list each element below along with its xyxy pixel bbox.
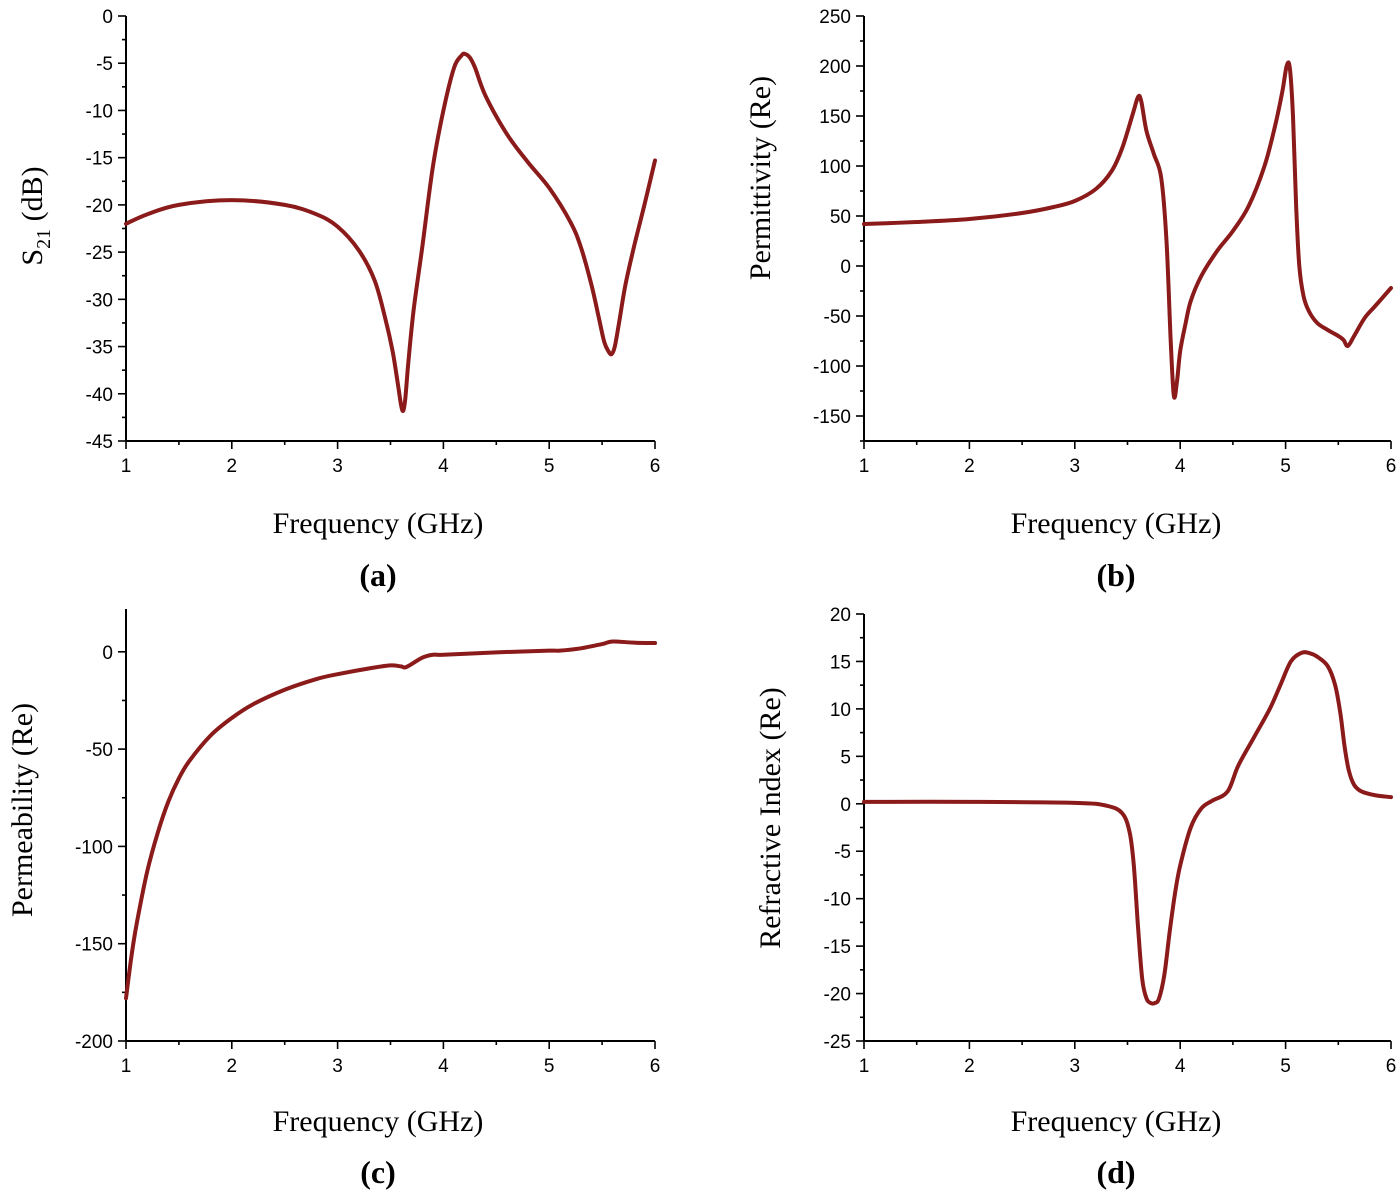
panel-b-y-tick-label: -150 (813, 407, 851, 428)
panel-a-y-tick-label: -5 (96, 54, 113, 75)
panel-a-y-tick-label: 0 (102, 7, 113, 28)
panel-a-x-tick-label: 3 (332, 456, 343, 477)
panel-b-plot: 1 2 3 4 5 6 250 200 150 100 50 0 -50 -100 -150 (813, 7, 1396, 477)
panel-c-x-tick-label: 6 (650, 1056, 661, 1077)
panel-a-x-tick-label: 2 (227, 456, 238, 477)
panel-d-label: (d) (1096, 1154, 1135, 1190)
panel-d-x-tick-label: 6 (1386, 1056, 1397, 1077)
panel-b-x-tick-label: 3 (1070, 456, 1081, 477)
panel-c-y-tick-label: -150 (75, 935, 113, 956)
panel-a-y-axis-title: S21 (dB) (16, 166, 55, 265)
panel-d-x-tick-label: 2 (964, 1056, 975, 1077)
panel-c: 1 2 3 4 5 6 0 -50 -100 -150 -200 Frequency (GHz) P… (6, 609, 660, 1190)
panel-b-x-axis-title: Frequency (GHz) (1011, 507, 1222, 540)
panel-a-x-tick-label: 4 (438, 456, 449, 477)
panel-a-label: (a) (359, 557, 396, 593)
panel-d-plot: 1 2 3 4 5 6 20 15 10 5 0 -5 -10 -15 -20 -25 (824, 605, 1397, 1077)
panel-c-y-tick-label: -100 (75, 837, 113, 858)
panel-a-series-line (124, 51, 657, 414)
panel-a-y-tick-label: -25 (86, 243, 113, 264)
panel-c-x-tick-label: 1 (121, 1056, 132, 1077)
panel-c-x-axis-title: Frequency (GHz) (273, 1105, 484, 1138)
panel-d-x-tick-label: 5 (1280, 1056, 1291, 1077)
panel-a-y-tick-label: -10 (86, 101, 113, 122)
panel-d-y-tick-label: 5 (840, 747, 851, 768)
panel-d-y-axis-title: Refractive Index (Re) (754, 687, 787, 949)
panel-a-y-tick-label: -35 (86, 338, 113, 359)
panel-a-y-tick-label: -30 (86, 290, 113, 311)
panel-c-x-tick-label: 4 (438, 1056, 449, 1077)
panel-b-y-tick-label: 200 (819, 57, 851, 78)
panel-b-y-tick-label: 0 (840, 257, 851, 278)
panel-b-y-tick-label: 100 (819, 157, 851, 178)
panel-c-plot: 1 2 3 4 5 6 0 -50 -100 -150 -200 (75, 609, 660, 1077)
panel-d-y-tick-label: -20 (824, 985, 851, 1006)
panel-d-x-tick-label: 4 (1175, 1056, 1186, 1077)
panel-b-x-tick-label: 1 (859, 456, 870, 477)
panel-b-y-tick-label: 50 (830, 207, 851, 228)
panel-b-y-tick-label: -50 (824, 307, 851, 328)
panel-d: 1 2 3 4 5 6 20 15 10 5 0 -5 -10 -15 -20 -25 Frequency (… (754, 605, 1396, 1190)
panel-d-y-tick-label: 20 (830, 605, 851, 626)
panel-a-x-axis-title: Frequency (GHz) (273, 507, 484, 540)
panel-d-y-tick-label: 0 (840, 795, 851, 816)
panel-a-y-axis-title-main: S (16, 249, 49, 266)
panel-c-x-tick-label: 2 (227, 1056, 238, 1077)
panel-a-y-axis-title-unit: (dB) (16, 166, 49, 229)
panel-a-y-tick-label: -15 (86, 149, 113, 170)
panel-a-y-tick-label: -45 (86, 432, 113, 453)
panel-b-y-axis-title: Permittivity (Re) (744, 76, 777, 280)
panel-d-y-tick-label: -5 (834, 842, 851, 863)
panel-d-y-tick-label: 15 (830, 652, 851, 673)
panel-a-x-tick-label: 5 (544, 456, 555, 477)
panel-b-x-tick-label: 2 (964, 456, 975, 477)
panel-c-y-tick-label: -50 (86, 740, 113, 761)
panel-d-y-tick-label: -10 (824, 890, 851, 911)
panel-d-y-tick-label: 10 (830, 700, 851, 721)
panel-d-y-tick-label: -15 (824, 937, 851, 958)
panel-b-x-tick-label: 6 (1386, 456, 1397, 477)
panel-b-label: (b) (1096, 557, 1135, 593)
panel-a-y-axis-title-subscript: 21 (33, 229, 55, 249)
panel-b-y-tick-label: -100 (813, 357, 851, 378)
panel-b-series-line (862, 60, 1393, 400)
panel-b-y-tick-label: 250 (819, 7, 851, 28)
panel-b: 1 2 3 4 5 6 250 200 150 100 50 0 -50 -100 -150 Frequen… (744, 7, 1396, 593)
panel-c-y-tick-label: 0 (102, 643, 113, 664)
panel-c-x-tick-label: 3 (332, 1056, 343, 1077)
panel-d-x-axis-title: Frequency (GHz) (1011, 1105, 1222, 1138)
panel-d-x-tick-label: 1 (859, 1056, 870, 1077)
panel-a: 1 2 3 4 5 6 0 -5 -10 -15 -20 -25 -30 -35 -40 -45 Freque… (16, 7, 660, 593)
panel-b-x-tick-label: 4 (1175, 456, 1186, 477)
panel-c-y-axis-title: Permeability (Re) (6, 703, 39, 917)
panel-c-label: (c) (360, 1154, 396, 1190)
panel-c-x-tick-label: 5 (544, 1056, 555, 1077)
panel-d-series-line (862, 650, 1393, 1006)
panel-c-series-line (124, 639, 657, 1001)
panel-a-plot: 1 2 3 4 5 6 0 -5 -10 -15 -20 -25 -30 -35 -40 -45 (86, 7, 661, 477)
panel-a-y-tick-label: -40 (86, 385, 113, 406)
panel-a-x-tick-label: 1 (121, 456, 132, 477)
panel-d-y-tick-label: -25 (824, 1032, 851, 1053)
panel-d-x-tick-label: 3 (1070, 1056, 1081, 1077)
panel-a-y-tick-label: -20 (86, 196, 113, 217)
panel-a-x-tick-label: 6 (650, 456, 661, 477)
panel-c-y-tick-label: -200 (75, 1032, 113, 1053)
panel-b-y-tick-label: 150 (819, 107, 851, 128)
panel-b-x-tick-label: 5 (1280, 456, 1291, 477)
